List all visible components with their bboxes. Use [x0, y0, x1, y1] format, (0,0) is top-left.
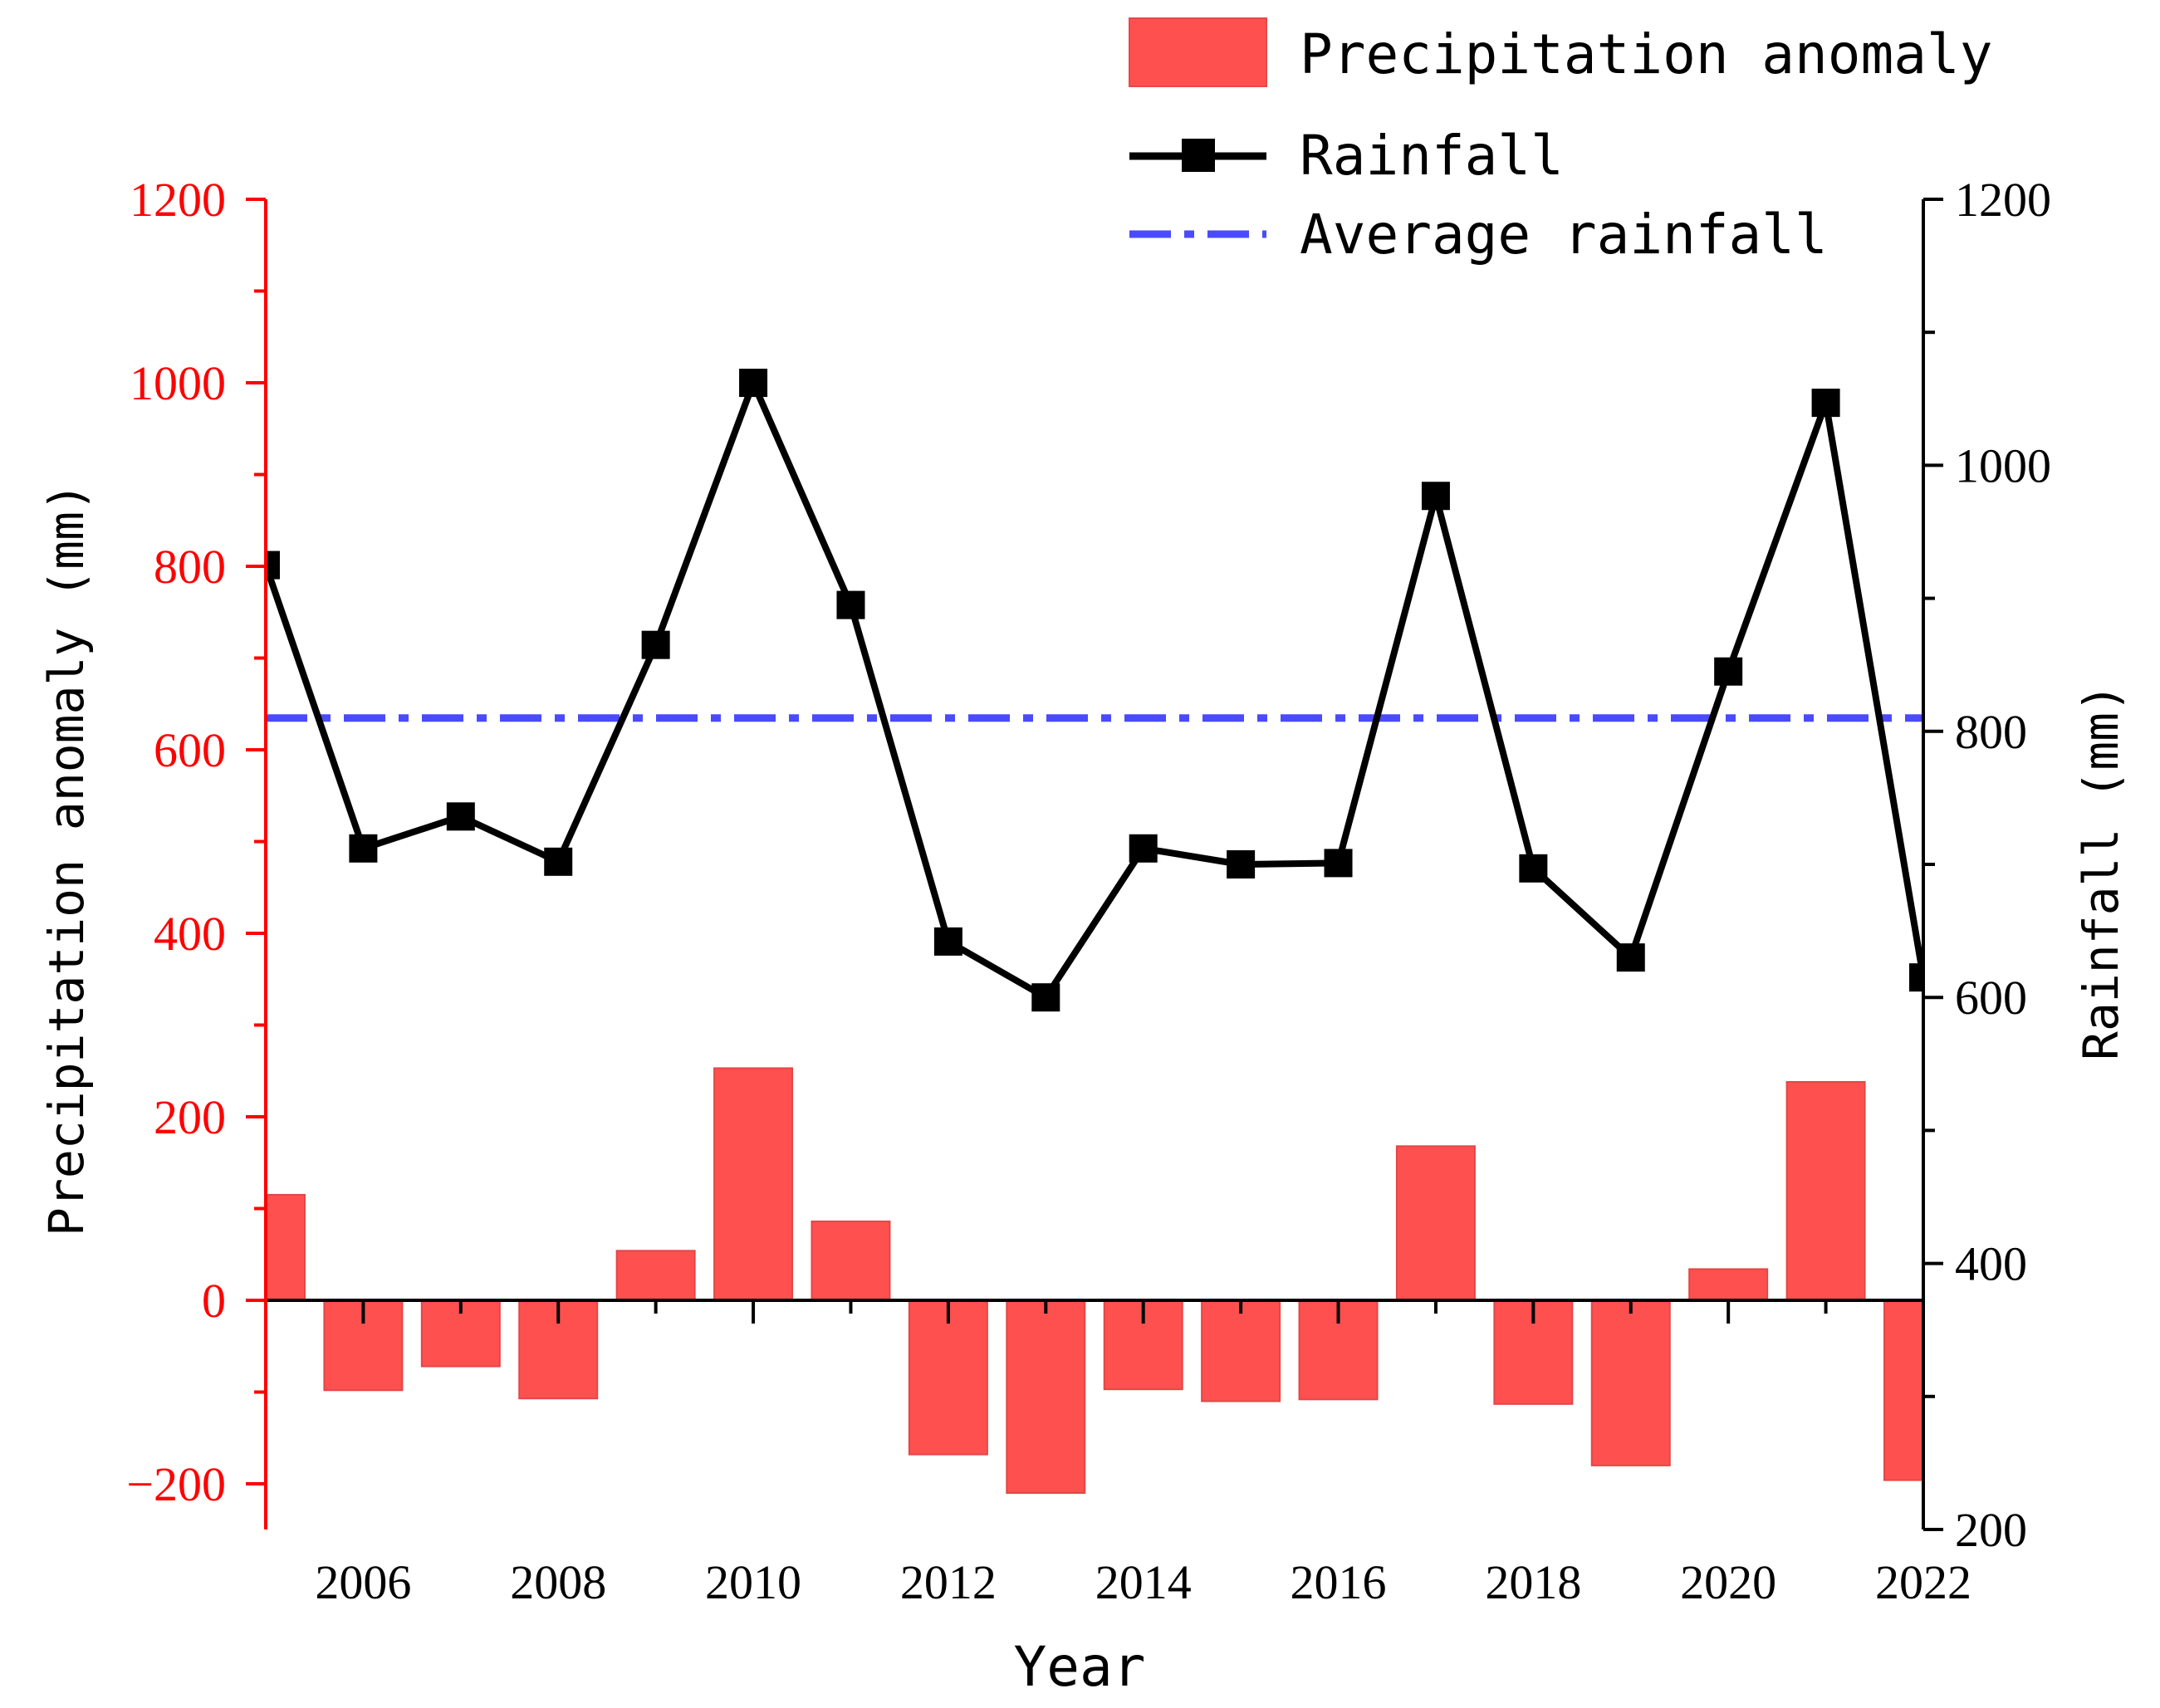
x-tick-label-2006: 2006 — [315, 1555, 411, 1609]
left-tick-label-1200: 1200 — [130, 173, 226, 227]
left-tick-label-200: 200 — [154, 1090, 226, 1144]
x-tick-label-2008: 2008 — [510, 1555, 606, 1609]
left-tick-label-0: 0 — [202, 1274, 226, 1328]
right-tick-label-1200: 1200 — [1955, 173, 2051, 227]
rainfall-point-2005 — [266, 551, 280, 580]
left-tick-label--200: −200 — [126, 1457, 226, 1511]
bar-2021 — [1785, 1081, 1866, 1301]
x-tick-label-2016: 2016 — [1291, 1555, 1387, 1609]
zero-line-layer — [266, 1299, 1923, 1324]
x-tick-label-2020: 2020 — [1680, 1555, 1776, 1609]
right-tick-label-400: 400 — [1955, 1237, 2027, 1291]
rainfall-point-2018 — [1519, 854, 1548, 883]
legend-label-rainfall: Rainfall — [1300, 124, 1564, 188]
x-tick-label-2012: 2012 — [900, 1555, 997, 1609]
axes-layer: −200 0 200 400 600 800 1000 1200 200 400 600 800 100… — [126, 173, 2051, 1609]
rainfall-point-2022 — [1909, 963, 1923, 992]
left-tick-label-600: 600 — [154, 723, 226, 777]
rainfall-point-2014 — [1129, 834, 1158, 863]
left-tick-label-800: 800 — [154, 540, 226, 594]
right-axis-title: Rainfall (mm) — [2073, 683, 2129, 1060]
bar-2020 — [1688, 1268, 1769, 1302]
rainfall-point-2015 — [1227, 850, 1256, 878]
left-tick-label-400: 400 — [154, 907, 226, 961]
right-tick-label-600: 600 — [1955, 971, 2027, 1025]
rainfall-point-2009 — [641, 630, 670, 659]
x-tick-label-2018: 2018 — [1485, 1555, 1581, 1609]
bar-2011 — [811, 1220, 891, 1301]
x-axis-title: Year — [1014, 1635, 1146, 1699]
x-tick-label-2014: 2014 — [1095, 1555, 1192, 1609]
legend: Precipitation anomaly Rainfall Average r… — [1129, 17, 1992, 267]
bar-2005 — [266, 1193, 306, 1302]
rainfall-point-2008 — [544, 847, 573, 876]
rainfall-point-2019 — [1616, 943, 1645, 972]
rainfall-point-2006 — [349, 834, 378, 863]
rainfall-line-layer — [266, 369, 1923, 1012]
rainfall-point-2021 — [1811, 389, 1840, 418]
legend-label-average-rainfall: Average rainfall — [1300, 203, 1828, 267]
legend-swatch-rainfall-marker — [1182, 139, 1215, 172]
x-tick-label-2010: 2010 — [705, 1555, 801, 1609]
bar-2019 — [1590, 1299, 1671, 1466]
bar-2010 — [713, 1067, 794, 1302]
rainfall-point-2010 — [739, 369, 768, 398]
bar-2009 — [615, 1250, 696, 1301]
rainfall-point-2011 — [836, 590, 865, 619]
bar-2022 — [1883, 1299, 1923, 1481]
rainfall-point-2012 — [933, 927, 962, 956]
legend-swatch-precipitation-anomaly — [1129, 17, 1267, 87]
right-tick-label-1000: 1000 — [1955, 438, 2051, 492]
rainfall-point-2013 — [1031, 983, 1060, 1012]
right-tick-label-800: 800 — [1955, 705, 2027, 759]
left-tick-label-1000: 1000 — [130, 356, 226, 410]
rainfall-point-2007 — [446, 802, 475, 831]
x-tick-label-2022: 2022 — [1875, 1555, 1971, 1609]
rainfall-point-2020 — [1714, 657, 1743, 686]
bar-2017 — [1395, 1145, 1476, 1301]
bar-2013 — [1006, 1299, 1086, 1495]
bars-layer — [266, 1067, 1923, 1495]
bar-2015 — [1201, 1299, 1281, 1402]
legend-label-precipitation-anomaly: Precipitation anomaly — [1300, 22, 1992, 86]
rainfall-point-2016 — [1324, 849, 1353, 878]
rainfall-line — [266, 379, 1923, 1001]
right-tick-label-200: 200 — [1955, 1503, 2027, 1557]
rainfall-point-2017 — [1421, 482, 1450, 511]
left-axis-title: Precipitation anomaly (mm) — [38, 482, 95, 1236]
